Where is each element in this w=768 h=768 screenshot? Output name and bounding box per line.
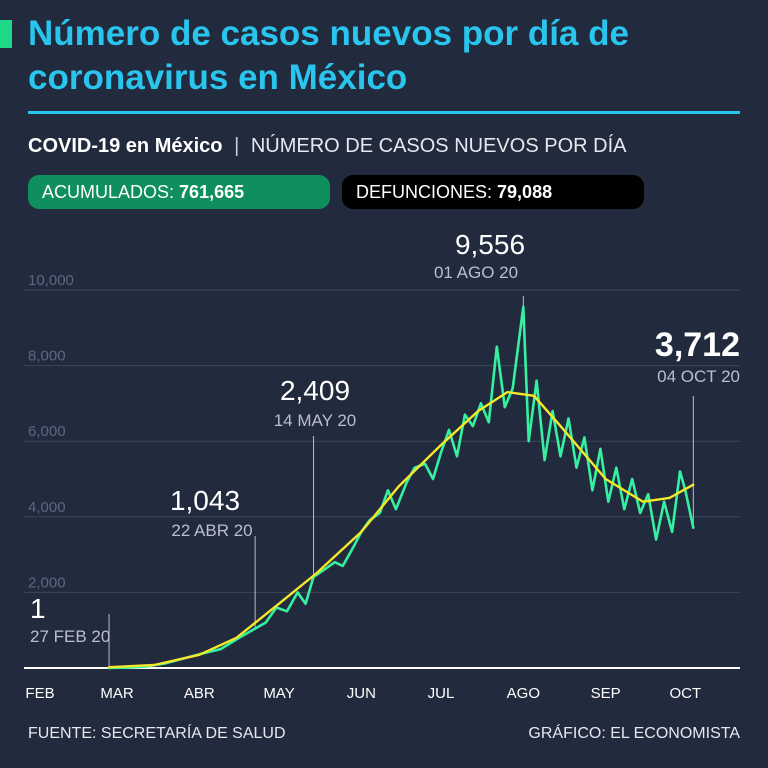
annotation-date: 27 FEB 20 <box>30 627 110 646</box>
x-tick-label: ABR <box>184 685 215 702</box>
defunciones-label: DEFUNCIONES: <box>356 182 493 202</box>
x-tick-label: FEB <box>25 685 54 702</box>
annotation-date: 01 AGO 20 <box>434 263 518 282</box>
y-tick-label: 8,000 <box>28 348 66 365</box>
source-note: FUENTE: SECRETARÍA DE SALUD <box>28 725 286 742</box>
credit-note: GRÁFICO: EL ECONOMISTA <box>528 725 740 742</box>
annotation-value: 1 <box>30 593 46 624</box>
y-tick-label: 4,000 <box>28 499 66 516</box>
y-tick-label: 2,000 <box>28 574 66 591</box>
annotation-value: 3,712 <box>655 326 740 364</box>
x-tick-label: JUL <box>428 685 455 702</box>
chart-subtitle: COVID-19 en México | NÚMERO DE CASOS NUE… <box>28 133 626 159</box>
x-tick-label: MAR <box>100 685 134 702</box>
subtitle-separator: | <box>234 135 240 157</box>
defunciones-value: 79,088 <box>497 182 553 202</box>
annotation-date: 14 MAY 20 <box>274 411 357 430</box>
annotation-value: 2,409 <box>280 375 350 406</box>
daily-cases-line <box>107 305 695 670</box>
x-tick-label: JUN <box>347 685 376 702</box>
acumulados-badge: ACUMULADOS: 761,665 <box>28 175 330 209</box>
title-divider <box>28 111 740 114</box>
cases-line-chart: 2,000 4,000 6,000 8,000 10,000 FEB MAR ABR MAY JU… <box>24 229 740 702</box>
y-tick-label: 10,000 <box>28 272 74 289</box>
annotation-date: 22 ABR 20 <box>171 521 252 540</box>
subtitle-metric: NÚMERO DE CASOS NUEVOS POR DÍA <box>250 135 627 157</box>
annotation-value: 9,556 <box>455 229 525 260</box>
acumulados-label: ACUMULADOS: <box>42 182 175 202</box>
x-tick-label: MAY <box>263 685 294 702</box>
trend-line <box>107 390 695 669</box>
annotation-value: 1,043 <box>170 485 240 516</box>
title-accent-bar <box>0 20 12 48</box>
defunciones-badge: DEFUNCIONES: 79,088 <box>342 175 644 209</box>
x-tick-label: OCT <box>670 685 702 702</box>
x-tick-label: AGO <box>507 685 540 702</box>
page-title: Número de casos nuevos por día de corona… <box>28 14 629 97</box>
acumulados-value: 761,665 <box>179 182 245 202</box>
annotation-date: 04 OCT 20 <box>657 367 740 386</box>
subtitle-country: COVID-19 en México <box>28 135 223 157</box>
y-tick-label: 6,000 <box>28 423 66 440</box>
x-tick-label: SEP <box>591 685 621 702</box>
